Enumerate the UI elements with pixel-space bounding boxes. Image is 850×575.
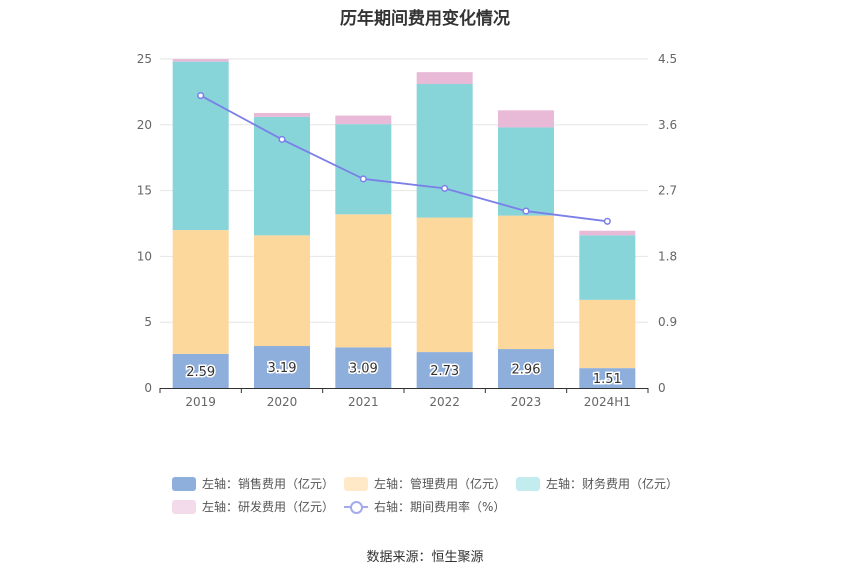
bar-segment-3[interactable] xyxy=(416,72,473,85)
bar-segment-3[interactable] xyxy=(172,59,229,62)
x-tick-label: 2019 xyxy=(185,395,216,409)
bar-segment-3[interactable] xyxy=(254,112,310,117)
bar-segment-3[interactable] xyxy=(498,110,554,128)
legend-swatch-admin xyxy=(344,476,368,491)
left-tick-label: 20 xyxy=(137,118,152,132)
legend-item-sales[interactable]: 左轴：销售费用（亿元） xyxy=(172,475,334,492)
bar-data-label: 2.59 xyxy=(186,365,215,380)
right-tick-label: 1.8 xyxy=(658,249,677,263)
bar-segment-0[interactable] xyxy=(172,353,229,388)
legend-item-admin[interactable]: 左轴：管理费用（亿元） xyxy=(344,475,506,492)
source-note: 数据来源：恒生聚源 xyxy=(366,550,484,565)
x-tick-label: 2020 xyxy=(267,395,298,409)
legend-swatch-rnd xyxy=(172,499,196,514)
x-tick-label: 2021 xyxy=(348,395,379,409)
bar-segment-2[interactable] xyxy=(254,116,310,236)
bar-data-label: 2.73 xyxy=(430,364,459,379)
legend-item-finance[interactable]: 左轴：财务费用（亿元） xyxy=(516,475,678,492)
legend-label-rate: 右轴：期间费用率（%） xyxy=(374,500,506,514)
legend-label-rnd: 左轴：研发费用（亿元） xyxy=(202,500,335,514)
bar-segment-2[interactable] xyxy=(498,127,554,216)
bar-segment-0[interactable] xyxy=(416,352,473,388)
bar-segment-2[interactable] xyxy=(416,84,473,218)
bar-segment-1[interactable] xyxy=(579,299,636,369)
bars xyxy=(172,59,636,388)
bar-data-label: 3.19 xyxy=(268,361,297,376)
grid-lines xyxy=(160,58,648,323)
legend-label-admin: 左轴：管理费用（亿元） xyxy=(374,477,507,491)
x-tick-label: 2024H1 xyxy=(584,395,631,409)
left-tick-label: 25 xyxy=(137,52,152,66)
bar-segment-0[interactable] xyxy=(254,346,310,388)
rate-point[interactable] xyxy=(522,207,530,215)
legend-label-finance: 左轴：财务费用（亿元） xyxy=(546,477,679,491)
legend-item-rnd[interactable]: 左轴：研发费用（亿元） xyxy=(172,498,334,515)
data-labels: 2.59 3.19 3.09 2.73 2.96 1.51 xyxy=(185,360,624,389)
right-tick-label: 2.7 xyxy=(658,184,677,198)
right-tick-label: 0.9 xyxy=(658,315,677,329)
x-tick-label: 2023 xyxy=(511,395,542,409)
rate-point[interactable] xyxy=(603,217,611,225)
left-tick-label: 15 xyxy=(137,184,152,198)
left-tick-label: 10 xyxy=(137,249,152,263)
left-tick-label: 0 xyxy=(144,381,152,395)
rate-polyline xyxy=(200,94,608,223)
rate-line xyxy=(197,92,611,225)
rate-point[interactable] xyxy=(278,135,286,143)
rate-point[interactable] xyxy=(441,184,449,192)
x-tick-label: 2022 xyxy=(429,395,460,409)
legend-swatch-sales xyxy=(172,476,196,491)
chart-title: 历年期间费用变化情况 xyxy=(340,9,510,29)
legend-item-rate[interactable]: 右轴：期间费用率（%） xyxy=(344,498,505,515)
bar-segment-1[interactable] xyxy=(498,215,554,350)
bar-data-label: 3.09 xyxy=(349,362,378,377)
bar-segment-3[interactable] xyxy=(335,115,392,125)
bar-segment-1[interactable] xyxy=(335,214,392,348)
bar-segment-1[interactable] xyxy=(416,217,473,353)
legend-swatch-finance xyxy=(516,476,540,491)
legend-label-sales: 左轴：销售费用（亿元） xyxy=(202,477,335,491)
bar-segment-0[interactable] xyxy=(579,368,636,388)
bar-segment-2[interactable] xyxy=(172,61,229,231)
bar-segment-0[interactable] xyxy=(498,349,554,388)
bar-segment-3[interactable] xyxy=(579,230,636,236)
right-tick-label: 4.5 xyxy=(658,52,677,66)
rate-point[interactable] xyxy=(197,92,205,100)
right-tick-label: 0 xyxy=(658,381,666,395)
rate-point[interactable] xyxy=(359,175,367,183)
left-tick-label: 5 xyxy=(144,315,152,329)
bar-segment-1[interactable] xyxy=(172,230,229,354)
bar-segment-2[interactable] xyxy=(579,235,636,300)
bar-segment-0[interactable] xyxy=(335,347,392,388)
bar-segment-1[interactable] xyxy=(254,235,310,347)
bar-data-label: 1.51 xyxy=(593,372,622,387)
axes: 0 5 10 15 20 25 0 0.9 1.8 2.7 3.6 4.5 2019 2020 2021 20… xyxy=(137,52,677,409)
legend-swatch-rate xyxy=(344,500,368,514)
bar-data-label: 2.96 xyxy=(512,363,541,378)
right-tick-label: 3.6 xyxy=(658,118,677,132)
